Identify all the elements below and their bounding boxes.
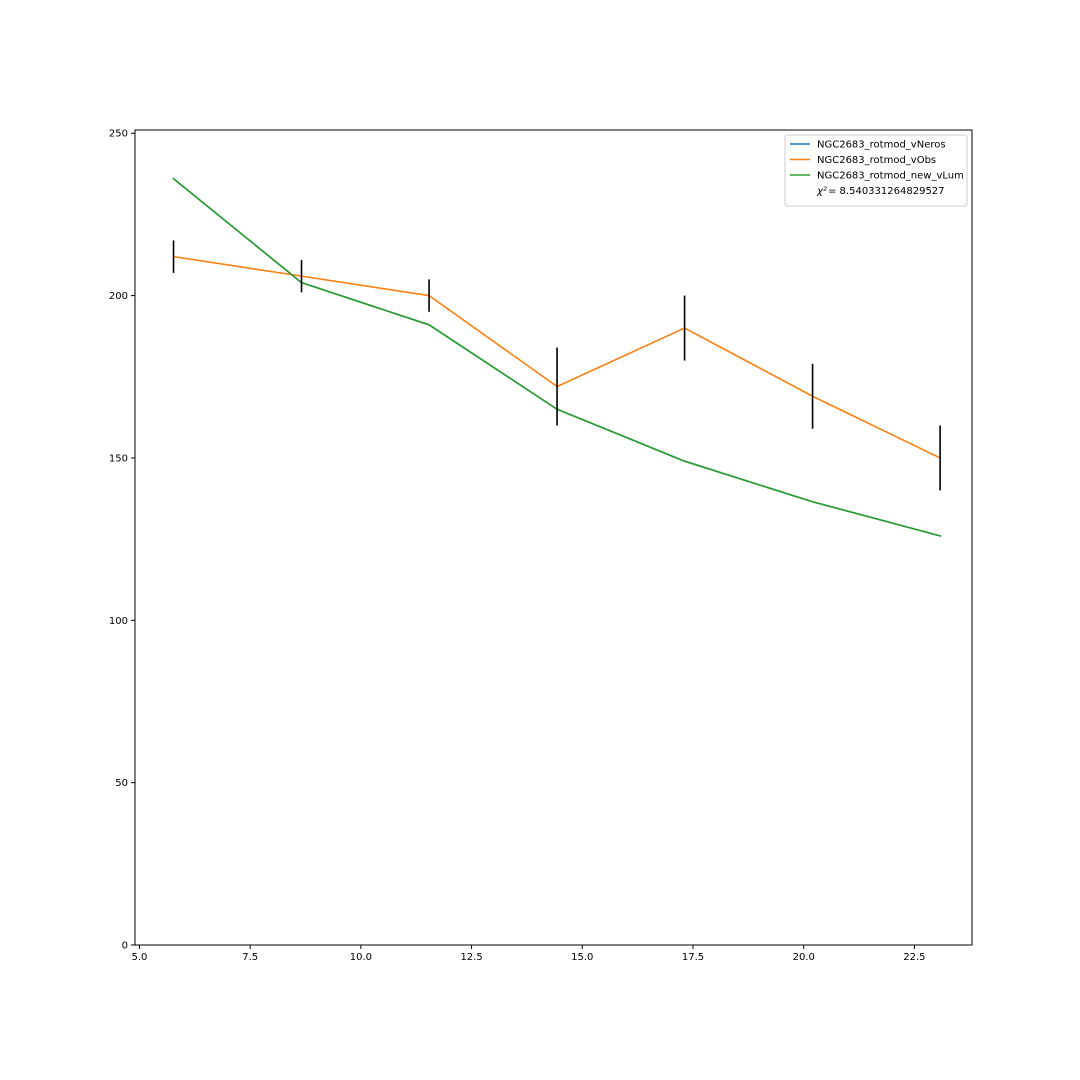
x-tick-label: 17.5 bbox=[682, 952, 704, 963]
y-tick-label: 200 bbox=[109, 291, 128, 302]
legend-label-2: NGC2683_rotmod_new_vLum bbox=[817, 171, 964, 182]
axes-frame bbox=[134, 129, 973, 946]
y-axis: 0 50 100 150 200 250 bbox=[109, 129, 135, 952]
x-tick-label: 5.0 bbox=[131, 952, 147, 963]
x-tick-label: 10.0 bbox=[350, 952, 372, 963]
errorbar-layer bbox=[172, 240, 941, 491]
y-tick-label: 50 bbox=[115, 778, 128, 789]
x-tick-label: 7.5 bbox=[242, 952, 258, 963]
legend: NGC2683_rotmod_vNeros NGC2683_rotmod_vObs… bbox=[784, 134, 968, 207]
legend-box bbox=[784, 134, 968, 207]
plot-background bbox=[135, 130, 972, 945]
legend-chi-value: = 8.540331264829527 bbox=[828, 186, 945, 197]
legend-chi-label: χ² bbox=[816, 186, 827, 197]
x-tick-label: 20.0 bbox=[793, 952, 815, 963]
y-tick-label: 0 bbox=[122, 941, 128, 952]
y-tick-label: 150 bbox=[109, 453, 128, 464]
x-tick-label: 22.5 bbox=[903, 952, 925, 963]
x-axis: 5.0 7.5 10.0 12.5 15.0 17.5 20.0 22.5 bbox=[131, 945, 926, 963]
y-tick-label: 250 bbox=[109, 129, 128, 140]
legend-label-0: NGC2683_rotmod_vNeros bbox=[817, 140, 946, 151]
x-tick-label: 12.5 bbox=[460, 952, 482, 963]
plot-area bbox=[135, 130, 972, 945]
y-tick-label: 100 bbox=[109, 616, 128, 627]
legend-label-1: NGC2683_rotmod_vObs bbox=[817, 155, 936, 166]
x-tick-label: 15.0 bbox=[571, 952, 593, 963]
axes-border bbox=[134, 129, 973, 946]
